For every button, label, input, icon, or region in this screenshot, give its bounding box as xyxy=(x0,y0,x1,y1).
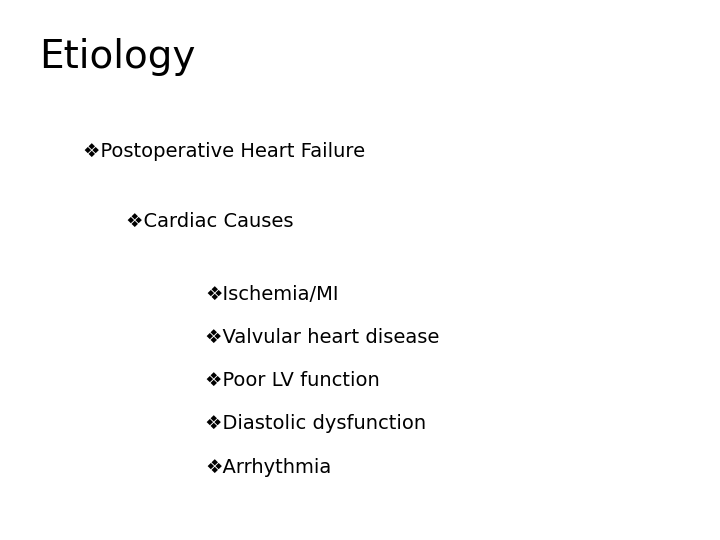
Text: ❖Postoperative Heart Failure: ❖Postoperative Heart Failure xyxy=(83,141,365,161)
Text: ❖Diastolic dysfunction: ❖Diastolic dysfunction xyxy=(205,414,426,434)
Text: ❖Ischemia/MI: ❖Ischemia/MI xyxy=(205,285,338,304)
Text: ❖Cardiac Causes: ❖Cardiac Causes xyxy=(126,212,294,231)
Text: ❖Poor LV function: ❖Poor LV function xyxy=(205,371,380,390)
Text: ❖Arrhythmia: ❖Arrhythmia xyxy=(205,457,331,477)
Text: ❖Valvular heart disease: ❖Valvular heart disease xyxy=(205,328,440,347)
Text: Etiology: Etiology xyxy=(40,38,196,76)
